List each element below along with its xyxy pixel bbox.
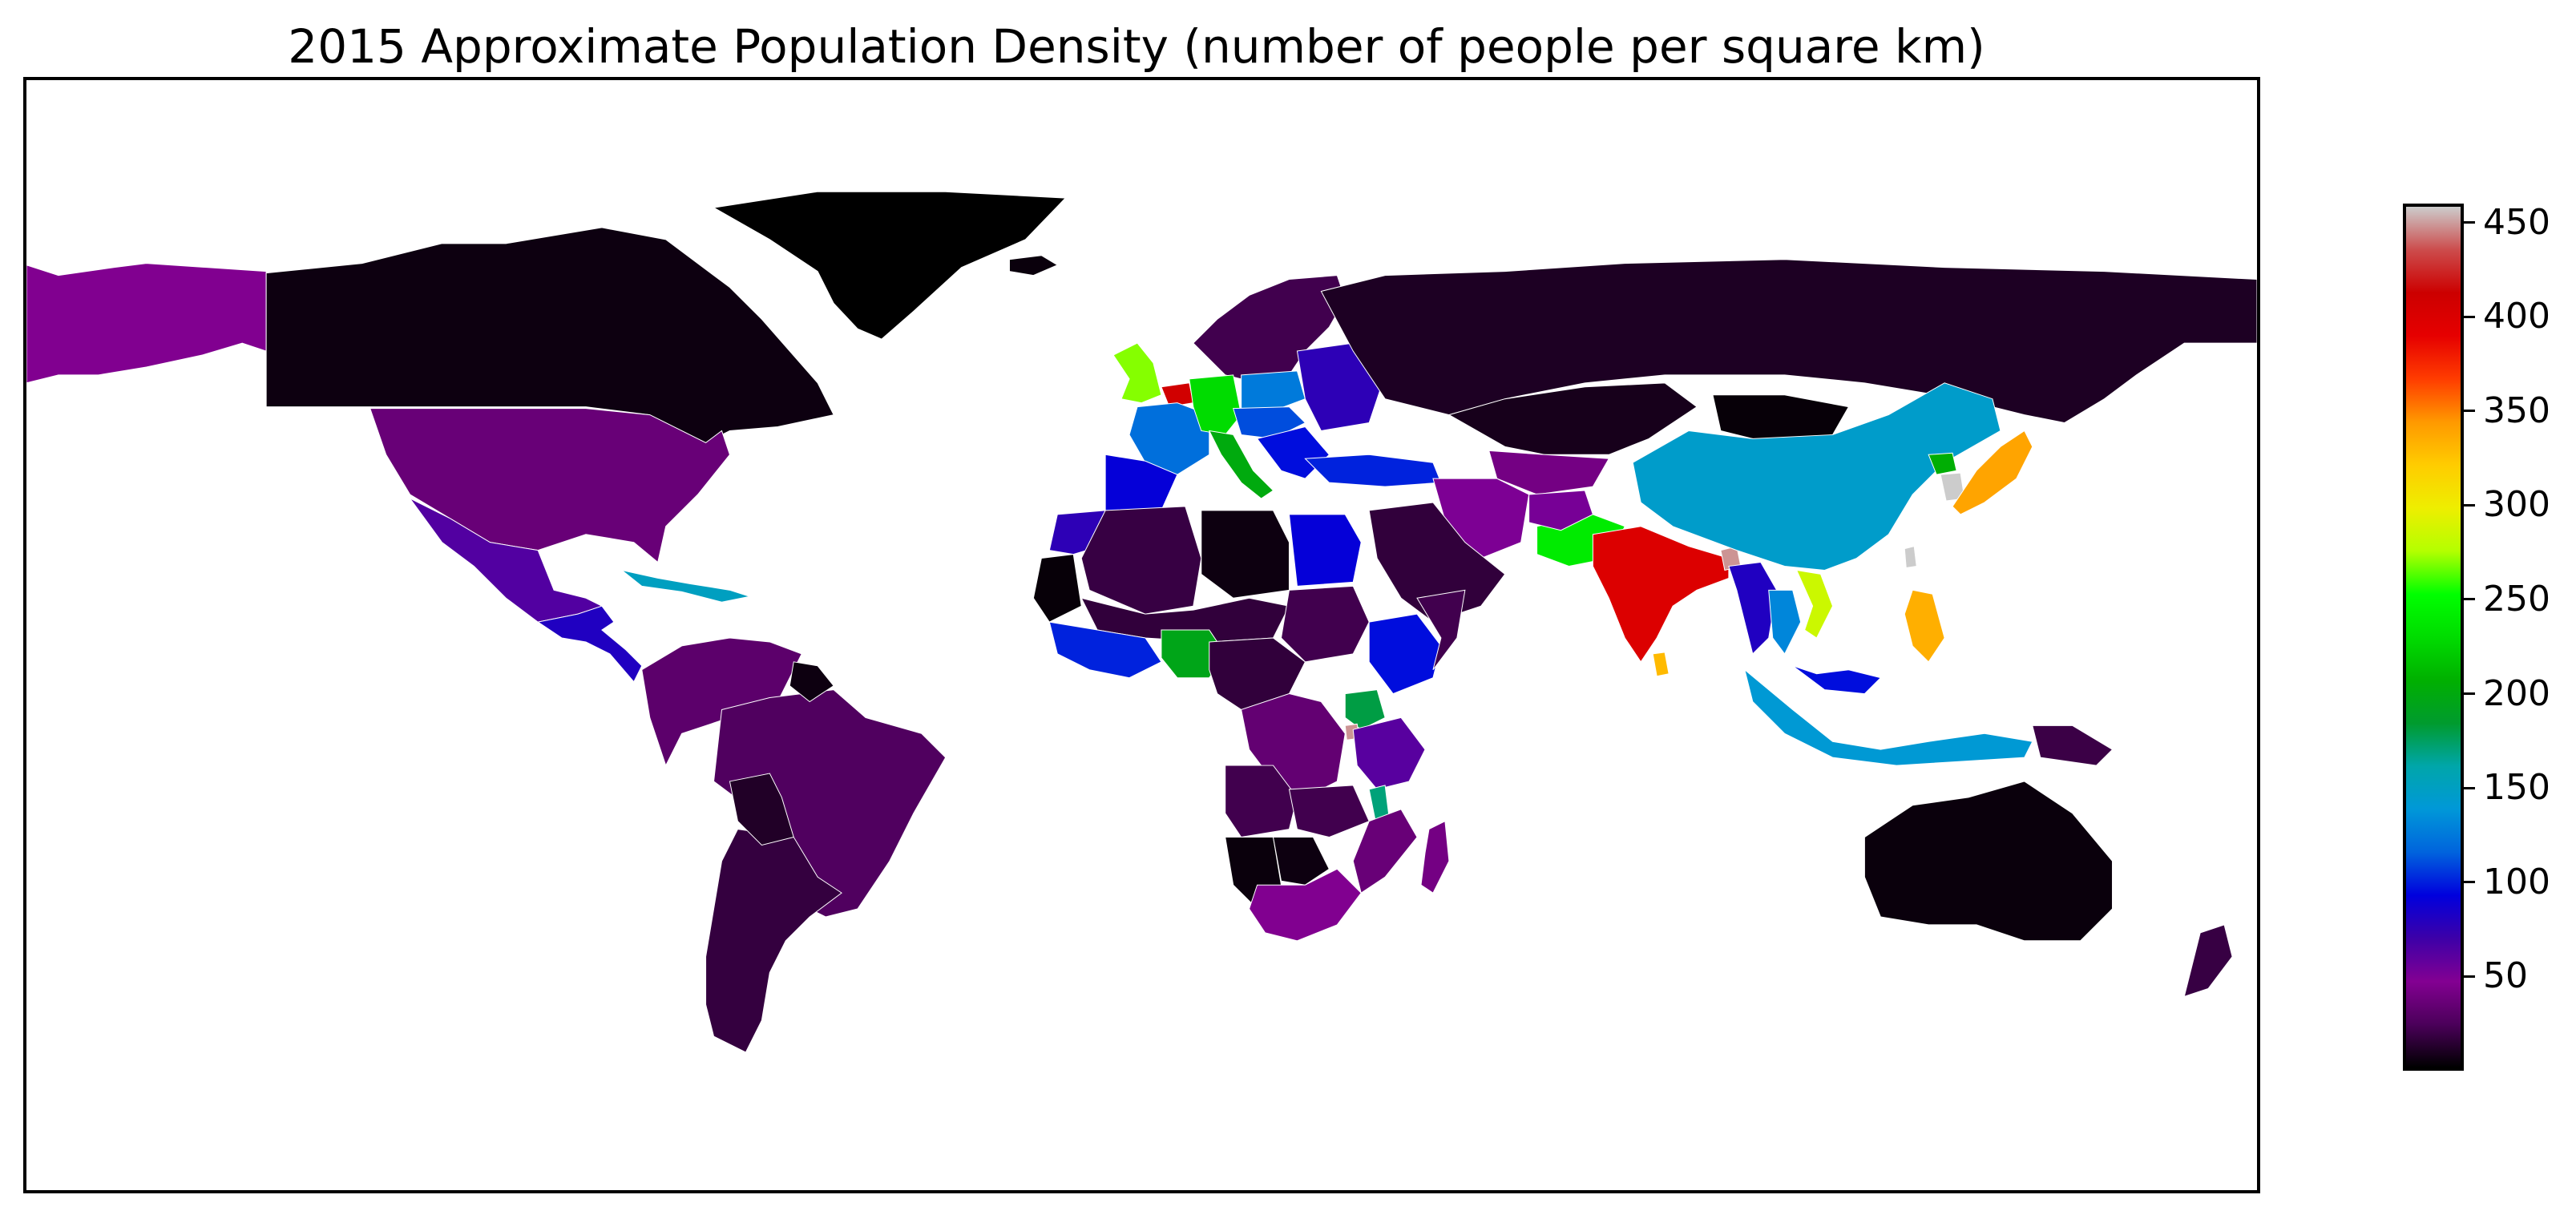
- region-vietnam: [1795, 569, 1834, 639]
- region-canada: [265, 227, 834, 443]
- region-zambia: [1288, 785, 1370, 838]
- region-mozambique: [1352, 809, 1418, 894]
- colorbar-tick-label: 250: [2483, 578, 2550, 620]
- region-japan: [1952, 430, 2033, 515]
- region-west-africa-coast: [1048, 621, 1162, 679]
- colorbar-tick-label: 200: [2483, 672, 2550, 714]
- region-south-africa: [1249, 868, 1362, 942]
- region-australia: [1863, 781, 2114, 942]
- region-egypt: [1288, 514, 1362, 587]
- region-papua-new-guinea: [2032, 725, 2114, 766]
- colorbar-tick: [2464, 410, 2475, 413]
- colorbar-tick: [2464, 221, 2475, 224]
- region-caribbean: [621, 569, 752, 603]
- region-somalia: [1416, 589, 1466, 671]
- colorbar-tick-label: 400: [2483, 296, 2550, 337]
- region-greenland: [713, 191, 1067, 340]
- region-iceland: [1008, 255, 1059, 276]
- region-sudan: [1280, 585, 1370, 663]
- colorbar-tick-label: 300: [2483, 484, 2550, 526]
- colorbar-tick: [2464, 975, 2475, 978]
- region-china: [1632, 382, 2001, 571]
- map-title: 2015 Approximate Population Density (num…: [288, 19, 1985, 74]
- region-central-america: [536, 605, 643, 683]
- region-united-states: [369, 408, 731, 563]
- colorbar: 50 100 150 200 250 300 350 400 450: [2403, 204, 2550, 1071]
- region-philippines: [1904, 589, 1945, 663]
- world-map: [26, 191, 2257, 1053]
- region-ethiopia: [1368, 613, 1442, 695]
- region-india: [1592, 526, 1730, 663]
- colorbar-tick: [2464, 598, 2475, 601]
- region-france: [1129, 402, 1210, 475]
- region-indonesia: [1743, 668, 2033, 766]
- region-argentina: [705, 829, 842, 1053]
- region-afghanistan: [1528, 490, 1593, 531]
- region-malaysia: [1792, 665, 1882, 695]
- region-uganda: [1344, 689, 1386, 730]
- region-new-zealand: [2183, 924, 2233, 998]
- region-guianas: [789, 661, 834, 703]
- region-botswana: [1272, 837, 1330, 886]
- region-western-sahara: [1032, 554, 1082, 623]
- colorbar-tick-label: 150: [2483, 767, 2550, 809]
- colorbar-tick: [2464, 503, 2475, 507]
- colorbar-tick-label: 100: [2483, 861, 2550, 902]
- colorbar-tick: [2464, 692, 2475, 696]
- region-united-kingdom: [1112, 342, 1162, 404]
- region-north-korea: [1928, 452, 1957, 475]
- region-kazakhstan: [1447, 382, 1698, 455]
- region-libya: [1201, 510, 1290, 599]
- region-algeria: [1080, 506, 1202, 615]
- region-bolivia: [729, 773, 794, 846]
- colorbar-tick: [2464, 786, 2475, 789]
- region-poland: [1241, 370, 1306, 412]
- region-arabia: [1368, 502, 1506, 623]
- region-thailand: [1768, 589, 1802, 655]
- colorbar-tick-label: 50: [2483, 955, 2528, 997]
- region-myanmar: [1728, 561, 1778, 655]
- colorbar-tick: [2464, 881, 2475, 884]
- map-frame: [23, 77, 2260, 1193]
- colorbar-tick: [2464, 315, 2475, 318]
- colorbar-tick-label: 450: [2483, 201, 2550, 243]
- region-angola: [1225, 765, 1298, 838]
- colorbar-tick-label: 350: [2483, 390, 2550, 431]
- colorbar-gradient: [2403, 204, 2464, 1071]
- region-tanzania: [1352, 716, 1426, 790]
- region-taiwan: [1904, 546, 1917, 569]
- region-italy: [1208, 430, 1274, 499]
- region-alaska: [26, 263, 267, 384]
- region-madagascar: [1420, 820, 1450, 894]
- region-turkey: [1304, 454, 1442, 487]
- region-sri-lanka: [1652, 652, 1670, 677]
